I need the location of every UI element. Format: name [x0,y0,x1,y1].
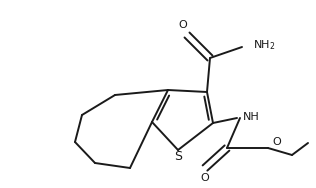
Text: O: O [201,173,210,183]
Text: S: S [174,151,182,164]
Text: O: O [179,20,187,30]
Text: NH: NH [243,112,260,122]
Text: NH$_2$: NH$_2$ [253,38,276,52]
Text: O: O [272,137,281,147]
